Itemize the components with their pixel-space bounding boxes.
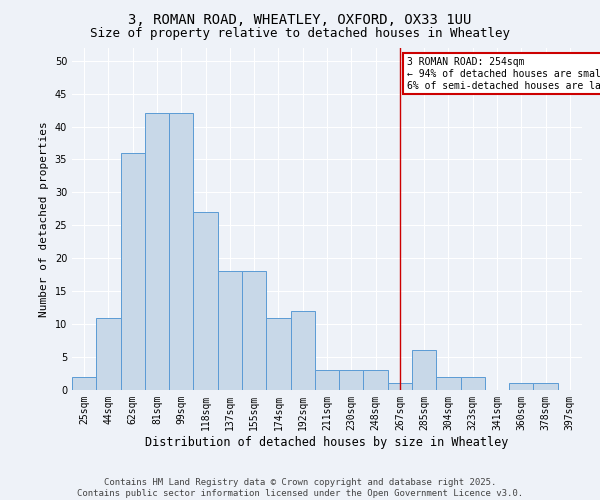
Bar (388, 384, 412, 390)
Bar (72, 377, 96, 390)
Text: Size of property relative to detached houses in Wheatley: Size of property relative to detached ho… (90, 28, 510, 40)
Bar (533, 384, 558, 390)
Bar (169, 114, 193, 390)
Bar (315, 370, 339, 390)
Bar (290, 311, 315, 390)
Text: 3 ROMAN ROAD: 254sqm
← 94% of detached houses are smaller (225)
6% of semi-detac: 3 ROMAN ROAD: 254sqm ← 94% of detached h… (407, 58, 600, 90)
Bar (145, 114, 169, 390)
Text: 3, ROMAN ROAD, WHEATLEY, OXFORD, OX33 1UU: 3, ROMAN ROAD, WHEATLEY, OXFORD, OX33 1U… (128, 12, 472, 26)
Bar (193, 212, 218, 390)
Bar (412, 350, 436, 390)
Bar (364, 370, 388, 390)
Bar (121, 153, 145, 390)
Bar (96, 318, 121, 390)
Bar (218, 272, 242, 390)
Bar (461, 377, 485, 390)
Y-axis label: Number of detached properties: Number of detached properties (39, 121, 49, 316)
Bar (436, 377, 461, 390)
X-axis label: Distribution of detached houses by size in Wheatley: Distribution of detached houses by size … (145, 436, 509, 448)
Bar (242, 272, 266, 390)
Bar (339, 370, 364, 390)
Bar (266, 318, 290, 390)
Bar (509, 384, 533, 390)
Text: Contains HM Land Registry data © Crown copyright and database right 2025.
Contai: Contains HM Land Registry data © Crown c… (77, 478, 523, 498)
